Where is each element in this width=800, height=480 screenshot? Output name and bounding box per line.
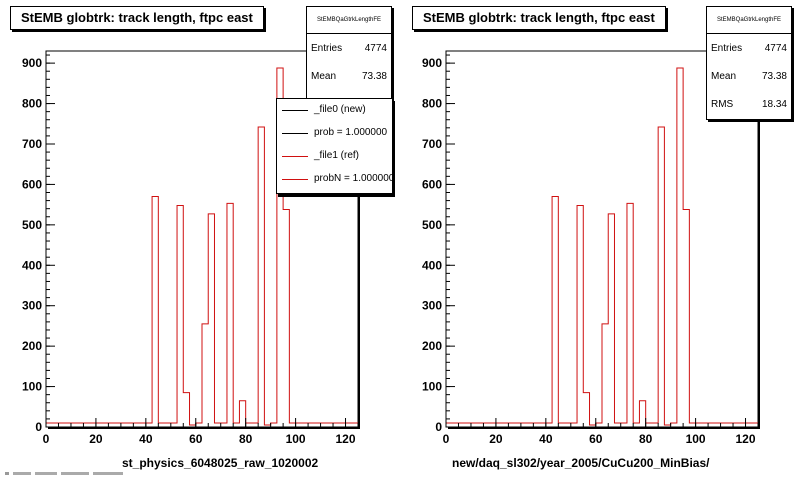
left-stats-entries-row: Entries 4774 <box>307 34 391 62</box>
right-y-tick-label-5: 500 <box>422 218 442 232</box>
right-title: StEMB globtrk: track length, ftpc east <box>412 6 666 30</box>
right-x-tick-label-2: 40 <box>539 432 553 446</box>
legend-line-file0 <box>282 110 308 111</box>
legend-item-probn: probN = 1.000000 <box>277 168 392 191</box>
legend-label-file1: _file1 (ref) <box>314 150 360 161</box>
right-stats-mean-row: Mean 73.38 <box>707 62 791 90</box>
right-y-tick-label-6: 600 <box>422 177 442 191</box>
right-x-tick-label-1: 20 <box>489 432 503 446</box>
right-y-tick-label-4: 400 <box>422 258 442 272</box>
left-y-tick-label-2: 200 <box>22 339 42 353</box>
right-x-tick-label-0: 0 <box>443 432 450 446</box>
right-x-tick-label-3: 60 <box>589 432 603 446</box>
left-y-tick-label-4: 400 <box>22 258 42 272</box>
left-x-tick-label-1: 20 <box>89 432 103 446</box>
right-rms-label: RMS <box>711 99 734 110</box>
right-histogram-outline <box>446 67 758 426</box>
legend-line-probn <box>282 179 308 180</box>
left-y-tick-label-1: 100 <box>22 380 42 394</box>
legend-item-file0: _file0 (new) <box>277 99 392 122</box>
right-x-axis-label: new/daq_sl302/year_2005/CuCu200_MinBias/ <box>452 456 710 470</box>
left-x-tick-label-4: 80 <box>239 432 253 446</box>
right-y-tick-label-1: 100 <box>422 380 442 394</box>
left-y-tick-label-3: 300 <box>22 299 42 313</box>
left-x-axis-label: st_physics_6048025_raw_1020002 <box>122 456 319 470</box>
left-x-tick-label-0: 0 <box>43 432 50 446</box>
left-y-tick-label-6: 600 <box>22 177 42 191</box>
right-rms-value: 18.34 <box>761 99 787 110</box>
right-stats-rms-row: RMS 18.34 <box>707 90 791 118</box>
right-x-tick-label-4: 80 <box>639 432 653 446</box>
legend-item-file1: _file1 (ref) <box>277 145 392 168</box>
left-y-tick-label-8: 800 <box>22 97 42 111</box>
left-stats-name: StEMBQaGtrkLengthFE <box>307 7 391 34</box>
legend-label-file0: _file0 (new) <box>314 104 366 115</box>
right-stats-box: StEMBQaGtrkLengthFE Entries 4774 Mean 73… <box>706 6 792 120</box>
right-stats-entries-row: Entries 4774 <box>707 34 791 62</box>
right-y-tick-label-7: 700 <box>422 137 442 151</box>
left-y-tick-label-9: 900 <box>22 56 42 70</box>
left-y-tick-label-0: 0 <box>35 420 42 434</box>
right-y-tick-label-2: 200 <box>422 339 442 353</box>
right-x-tick-label-5: 100 <box>686 432 706 446</box>
right-entries-value: 4774 <box>764 43 787 54</box>
left-y-tick-label-7: 700 <box>22 137 42 151</box>
right-entries-label: Entries <box>711 43 743 54</box>
right-y-tick-label-9: 900 <box>422 56 442 70</box>
left-x-tick-label-6: 120 <box>336 432 356 446</box>
left-mean-value: 73.38 <box>361 71 387 82</box>
left-x-tick-label-5: 100 <box>286 432 306 446</box>
right-mean-value: 73.38 <box>761 71 787 82</box>
left-mean-label: Mean <box>311 71 337 82</box>
legend-line-file1 <box>282 156 308 157</box>
right-stats-name: StEMBQaGtrkLengthFE <box>707 7 791 34</box>
legend-line-prob <box>282 133 308 134</box>
left-x-tick-label-3: 60 <box>189 432 203 446</box>
left-entries-value: 4774 <box>364 43 387 54</box>
left-legend: _file0 (new) prob = 1.000000 _file1 (ref… <box>276 98 393 194</box>
legend-item-prob: prob = 1.000000 <box>277 122 392 145</box>
left-title: StEMB globtrk: track length, ftpc east <box>10 6 264 30</box>
left-y-tick-label-5: 500 <box>22 218 42 232</box>
left-entries-label: Entries <box>311 43 343 54</box>
left-panel: 0 100 200 300 400 500 600 700 800 900 0 20 40 60 80 100… <box>5 6 393 475</box>
right-panel: 0 100 200 300 400 500 600 700 800 900 0 20 40 60 80 100… <box>400 0 800 480</box>
right-mean-label: Mean <box>711 71 737 82</box>
left-x-tick-label-2: 40 <box>139 432 153 446</box>
right-y-tick-label-8: 800 <box>422 97 442 111</box>
right-y-tick-label-3: 300 <box>422 299 442 313</box>
right-y-tick-label-0: 0 <box>435 420 442 434</box>
legend-label-prob: prob = 1.000000 <box>314 127 388 138</box>
left-histogram-outline <box>46 67 358 426</box>
legend-label-probn: probN = 1.000000 <box>314 173 393 184</box>
right-x-tick-label-6: 120 <box>736 432 756 446</box>
printed-timestamp-mark <box>5 472 123 475</box>
left-stats-mean-row: Mean 73.38 <box>307 62 391 90</box>
